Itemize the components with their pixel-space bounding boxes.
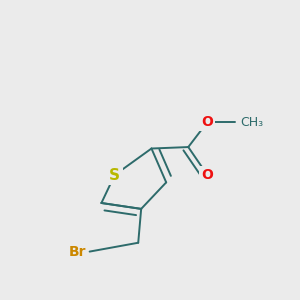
Text: Br: Br: [69, 244, 87, 259]
Text: CH₃: CH₃: [240, 116, 263, 128]
Text: O: O: [202, 168, 213, 182]
Text: O: O: [202, 115, 213, 129]
Text: S: S: [109, 167, 120, 182]
